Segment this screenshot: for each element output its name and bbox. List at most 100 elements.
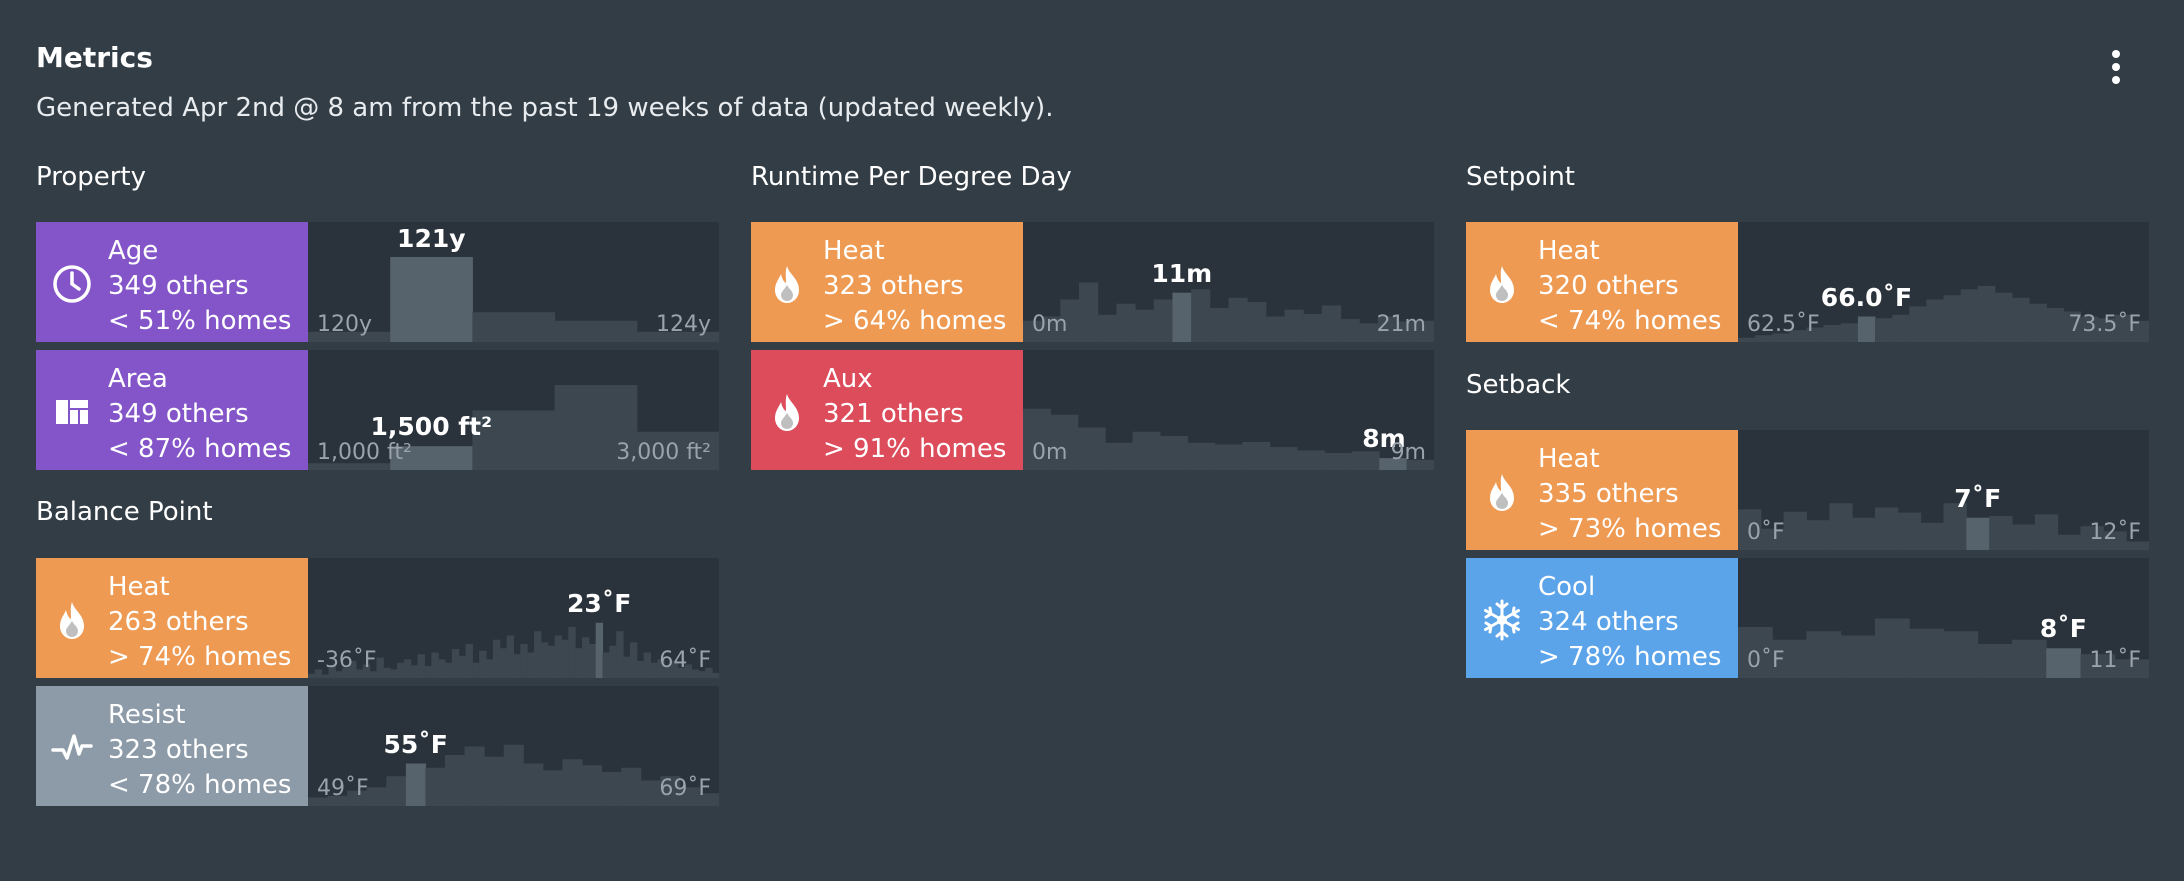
histogram-bar [2012, 639, 2047, 678]
histogram-bar [425, 767, 446, 806]
histogram-bar [588, 644, 597, 678]
histogram-bar [1023, 320, 1043, 342]
histogram-bar [1187, 442, 1216, 470]
histogram-bar [575, 648, 583, 678]
histogram-bar [472, 662, 480, 678]
histogram-bar [1116, 303, 1136, 342]
histogram-bar [547, 645, 556, 678]
histogram-bar [383, 667, 391, 678]
histogram-chart [1023, 408, 1434, 470]
histogram-bar [1920, 522, 1944, 550]
histogram-chart [308, 385, 719, 470]
histogram-bar [1977, 285, 1996, 342]
flame-icon [1480, 262, 1524, 306]
histogram-bar [609, 645, 617, 678]
histogram-bar [1806, 327, 1825, 342]
metric-tile[interactable]: Cool 324 others > 78% homes [1466, 558, 1738, 678]
histogram-bar [2012, 524, 2036, 550]
histogram-bar [562, 759, 583, 806]
histogram: 23˚F -36˚F 64˚F [308, 558, 719, 678]
range-max-label: 73.5˚F [2068, 312, 2141, 337]
metric-tile[interactable]: Resist 323 others < 78% homes [36, 686, 308, 806]
histogram-chart [1738, 503, 2149, 550]
histogram-bar [640, 780, 661, 806]
more-dot-icon [2112, 76, 2120, 84]
metric-label: Heat [1538, 444, 1600, 474]
metric-label: Cool [1538, 572, 1596, 602]
metric-tile[interactable]: Aux 321 others > 91% homes [751, 350, 1023, 470]
metric-tile[interactable]: Area 349 others < 87% homes [36, 350, 308, 470]
histogram-bar [417, 654, 425, 678]
metric-label: Heat [1538, 236, 1600, 266]
range-min-label: 120y [317, 312, 373, 337]
metric-tile[interactable]: Heat 323 others > 64% homes [751, 222, 1023, 342]
histogram-bar [1406, 459, 1434, 470]
pulse-icon [50, 726, 94, 770]
histogram-bar [362, 664, 371, 678]
histogram-bar [451, 649, 460, 678]
histogram-bar [506, 635, 514, 678]
histogram-bar [1303, 313, 1323, 342]
histogram-bar [1909, 628, 1944, 678]
current-value-label: 55˚F [383, 729, 448, 759]
histogram-bar [1132, 431, 1161, 470]
histogram-bar [397, 662, 405, 678]
histogram: 7˚F 0˚F 12˚F [1738, 430, 2149, 550]
histogram-bar [542, 770, 563, 806]
histogram-bar [1242, 441, 1271, 470]
histogram-bar [1247, 302, 1267, 342]
histogram-bar [636, 431, 719, 470]
histogram-bar [1829, 503, 1853, 550]
histogram-bar [534, 631, 542, 678]
histogram-bar [699, 793, 719, 806]
histogram: 8m 0m 9m [1023, 350, 1434, 470]
histogram-chart [1738, 618, 2149, 678]
histogram-bar [621, 767, 642, 806]
histogram-bar [2114, 314, 2133, 342]
histogram-bar [349, 661, 357, 678]
histogram-bar [582, 765, 603, 806]
histogram-chart [1023, 282, 1434, 342]
histogram-bar [601, 772, 622, 806]
range-max-label: 9m [1390, 440, 1426, 465]
histogram-bar [636, 661, 645, 678]
metric-others-count: 324 others [1538, 607, 1679, 637]
histogram-bar [1738, 509, 1762, 550]
histogram-bar [390, 669, 398, 678]
current-value-label: 7˚F [1954, 483, 2002, 513]
histogram-bar [1738, 627, 1773, 678]
metric-homes-percent: > 91% homes [823, 434, 1007, 464]
histogram-bar [327, 795, 348, 806]
histogram-bar [1943, 631, 1979, 678]
metric-tile[interactable]: Age 349 others < 51% homes [36, 222, 308, 342]
histogram-bar [1943, 295, 1962, 342]
metric-label: Age [108, 236, 159, 266]
metric-tile[interactable]: Heat 320 others < 74% homes [1466, 222, 1738, 342]
metric-tile[interactable]: Heat 335 others > 73% homes [1466, 430, 1738, 550]
metric-tile[interactable]: Heat 263 others > 74% homes [36, 558, 308, 678]
histogram-bar-current [390, 446, 473, 470]
histogram-bar [561, 639, 569, 678]
histogram: 1,500 ft² 1,000 ft² 3,000 ft² [308, 350, 719, 470]
current-value-label: 8˚F [2039, 614, 2087, 644]
histogram-bar [314, 669, 323, 678]
histogram-bar [1060, 299, 1080, 342]
histogram-bar [1960, 289, 1979, 342]
histogram-bar [1783, 511, 1807, 550]
histogram-bar [660, 776, 681, 806]
histogram: 55˚F 49˚F 69˚F [308, 686, 719, 806]
more-options-button[interactable] [2100, 44, 2132, 90]
histogram-bar [1943, 503, 1967, 550]
histogram-bar-current [405, 763, 426, 806]
histogram-bar [582, 637, 590, 678]
histogram-bar [2103, 531, 2127, 550]
histogram-bar [554, 385, 638, 470]
histogram-bar [1050, 414, 1079, 470]
histogram-bar [1897, 512, 1922, 550]
range-min-label: 62.5˚F [1747, 312, 1820, 337]
metric-homes-percent: < 87% homes [108, 434, 292, 464]
section-title-setpoint: Setpoint [1466, 162, 1576, 192]
histogram-bar [445, 755, 466, 806]
histogram-bar [1135, 309, 1155, 342]
flame-icon [765, 262, 809, 306]
